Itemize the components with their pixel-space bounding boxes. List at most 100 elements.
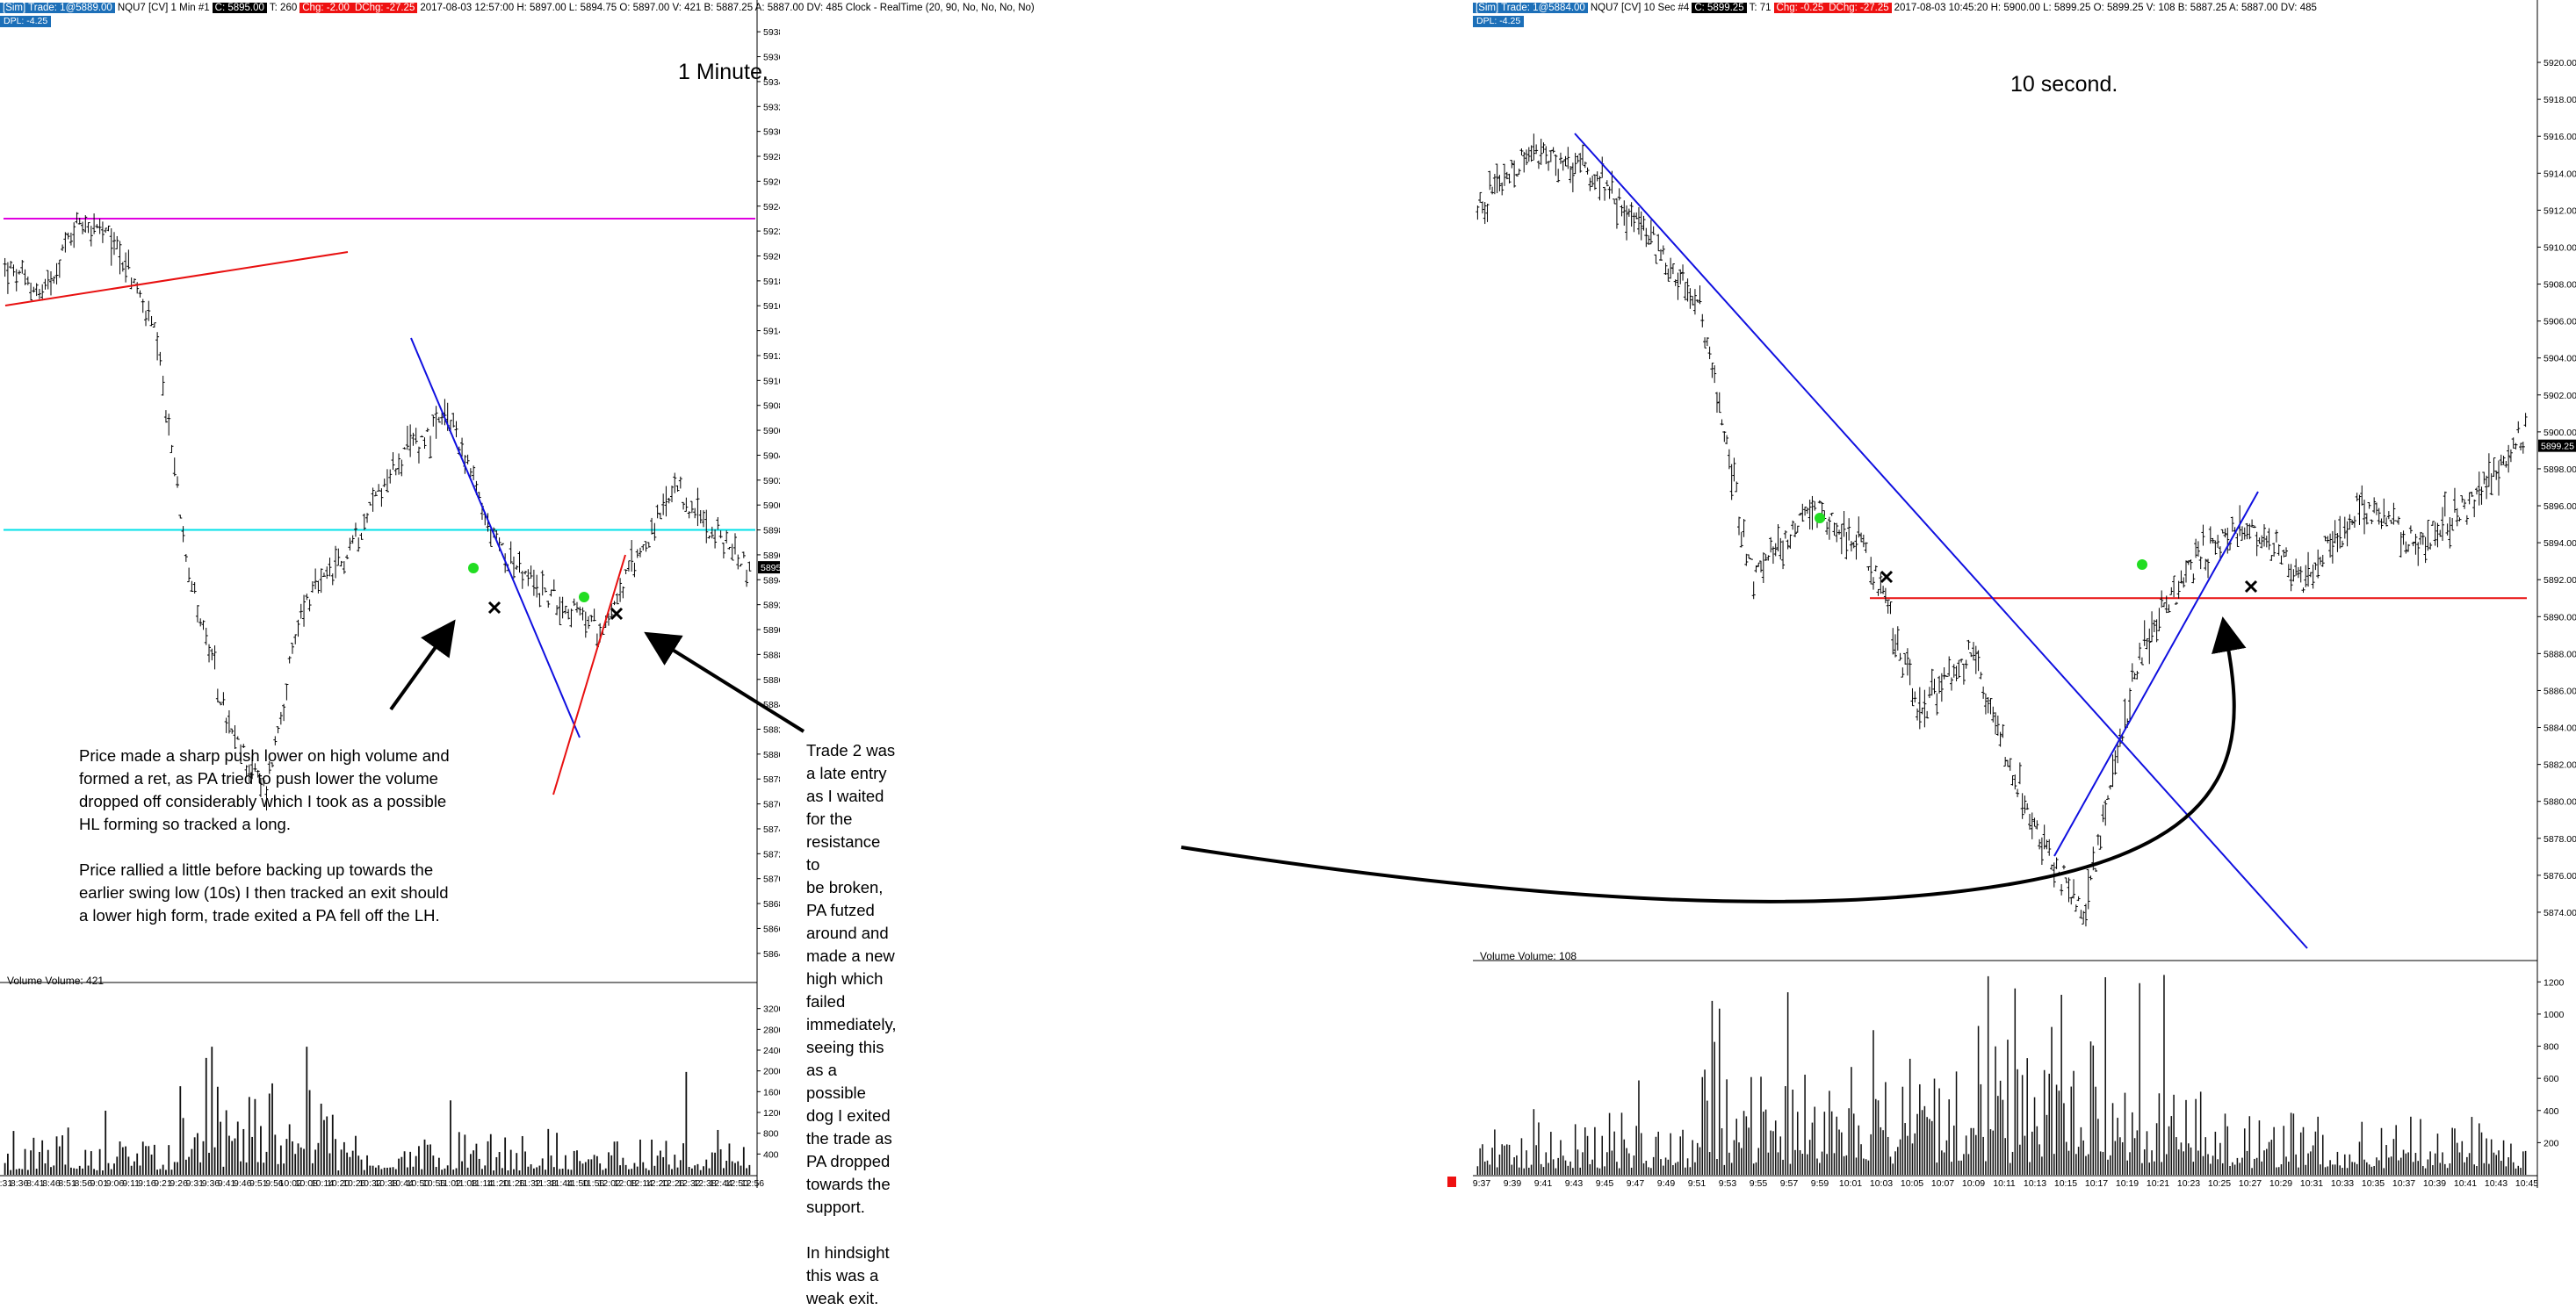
right-volume-tick-label: 1200 — [2544, 977, 2565, 988]
right-volume-tick-label: 400 — [2544, 1106, 2559, 1117]
right-time-tick-label: 9:43 — [1565, 1178, 1584, 1188]
left-time-tick-label: 12:50 — [725, 1178, 748, 1188]
left-time-tick-label: 11:32 — [518, 1178, 541, 1188]
left-time-tick-label: 11:08 — [455, 1178, 478, 1188]
right-time-tick-label: 9:41 — [1534, 1178, 1553, 1188]
left-price-tick-label: 5908.00 — [763, 401, 780, 412]
left-time-tick-label: 8:56 — [75, 1178, 93, 1188]
right-time-tick-label: 10:17 — [2085, 1178, 2108, 1188]
left-time-tick-label: 12:20 — [646, 1178, 668, 1188]
right-time-tick-label: 9:45 — [1596, 1178, 1614, 1188]
left-price-chart[interactable]: 5938.00 5936.00 5934.00 5932.00 5930.00 5928.… — [0, 0, 780, 1188]
left-time-tick-label: 11:50 — [566, 1178, 589, 1188]
left-price-tick-label: 5896.00 — [763, 551, 780, 561]
right-time-tick-label: 10:11 — [1993, 1178, 2016, 1188]
left-chart-pane[interactable]: [Sim] Trade: 1@5889.00 NQU7 [CV] 1 Min #1… — [0, 0, 1035, 1307]
right-header-field-2: C: 5899.25 — [1692, 3, 1747, 13]
right-time-tick-label: 10:29 — [2269, 1178, 2292, 1188]
left-time-tick-label: 10:44 — [391, 1178, 414, 1188]
right-chart-pane[interactable]: [Sim] Trade: 1@5884.00 NQU7 [CV] 10 Sec #… — [1473, 0, 2576, 1188]
right-time-tick-label: 10:21 — [2147, 1178, 2169, 1188]
left-time-tick-label: 11:56 — [582, 1178, 605, 1188]
right-price-tick-label: 5910.00 — [2544, 242, 2576, 253]
right-time-tick-label: 10:37 — [2392, 1178, 2415, 1188]
left-volume-tick-label: 400 — [763, 1149, 779, 1160]
right-price-tick-label: 5886.00 — [2544, 686, 2576, 696]
right-time-tick-label: 9:51 — [1688, 1178, 1707, 1188]
left-time-tick-label: 12:56 — [741, 1178, 764, 1188]
left-time-tick-label: 8:46 — [42, 1178, 61, 1188]
left-time-tick-label: 12:26 — [661, 1178, 684, 1188]
left-price-tick-label: 5938.00 — [763, 27, 780, 38]
left-time-tick-label: 10:56 — [422, 1178, 445, 1188]
right-time-tick-label: 9:39 — [1504, 1178, 1522, 1188]
left-time-tick-label: 12:08 — [614, 1178, 637, 1188]
left-price-tick-label: 5888.00 — [763, 650, 780, 660]
right-time-tick-label: 9:57 — [1780, 1178, 1799, 1188]
left-time-tick-label: 9:21 — [154, 1178, 172, 1188]
left-price-tick-label: 5904.00 — [763, 450, 780, 461]
left-price-tick-label: 5916.00 — [763, 301, 780, 312]
right-exit-marker-2 — [2244, 579, 2258, 594]
left-price-tick-label: 5870.00 — [763, 875, 780, 885]
right-header-field-3: T: 71 — [1749, 3, 1771, 13]
left-time-tick-label: 10:50 — [407, 1178, 429, 1188]
left-time-tick-label: 11:02 — [438, 1178, 461, 1188]
left-last-price-tag — [758, 561, 780, 574]
right-price-tick-label: 5896.00 — [2544, 501, 2576, 512]
left-price-tick-label: 5882.00 — [763, 725, 780, 736]
left-price-tick-label: 5906.00 — [763, 426, 780, 436]
right-price-tick-label: 5912.00 — [2544, 205, 2576, 216]
right-volume-label: Volume Volume: 108 — [1480, 950, 1577, 962]
right-time-tick-label: 10:05 — [1901, 1178, 1923, 1188]
left-header-field-4: Chg: -2.00 — [299, 3, 352, 13]
right-header-field-0: [Sim] Trade: 1@5884.00 — [1473, 3, 1588, 13]
right-time-tick-label: 9:49 — [1657, 1178, 1676, 1188]
left-header-field-2: C: 5895.00 — [212, 3, 267, 13]
left-time-tick-label: 9:46 — [234, 1178, 252, 1188]
right-time-tick-label: 10:23 — [2177, 1178, 2200, 1188]
right-trendline-blue-2 — [2053, 491, 2259, 857]
left-price-tick-label: 5912.00 — [763, 351, 780, 362]
left-time-tick-label: 12:02 — [598, 1178, 621, 1188]
right-last-price-tag — [2538, 439, 2576, 452]
left-time-tick-label: 11:20 — [487, 1178, 509, 1188]
left-price-tick-label: 5892.00 — [763, 601, 780, 611]
left-exit-marker-2 — [610, 607, 624, 621]
left-price-tick-label: 5872.00 — [763, 849, 780, 860]
right-time-tick-label: 10:43 — [2485, 1178, 2507, 1188]
left-volume-tick-label: 800 — [763, 1129, 779, 1140]
left-time-tick-label: 10:20 — [327, 1178, 350, 1188]
right-dpl-badge: DPL: -4.25 — [1473, 16, 1525, 27]
left-time-tick-label: 11:14 — [471, 1178, 494, 1188]
right-last-price-label: 5899.25 — [2541, 442, 2574, 452]
left-time-tick-label: 9:06 — [106, 1178, 125, 1188]
right-price-chart[interactable]: 5920.00 5918.00 5916.00 5914.00 5912.00 5910.… — [1473, 0, 2576, 1188]
left-trendline-blue — [410, 337, 581, 738]
left-chart-title: 1 Minute. — [678, 60, 768, 84]
right-header-bar: [Sim] Trade: 1@5884.00 NQU7 [CV] 10 Sec #… — [1473, 0, 2320, 16]
right-price-tick-label: 5876.00 — [2544, 871, 2576, 882]
left-header-field-6: 2017-08-03 12:57:00 H: 5897.00 L: 5894.7… — [420, 3, 1035, 13]
left-annotation-2: Trade 2 was a late entry as I waited for… — [806, 741, 897, 1307]
left-volume-tick-label: 2800 — [763, 1025, 780, 1035]
left-price-tick-label: 5868.00 — [763, 899, 780, 910]
left-time-tick-label: 9:51 — [249, 1178, 268, 1188]
left-volume-tick-label: 3200 — [763, 1004, 780, 1015]
left-time-tick-label: 9:56 — [265, 1178, 284, 1188]
right-time-tick-label: 9:37 — [1473, 1178, 1490, 1188]
right-price-tick-label: 5892.00 — [2544, 575, 2576, 586]
left-time-tick-label: 9:41 — [218, 1178, 236, 1188]
right-time-tick-label: 10:25 — [2208, 1178, 2231, 1188]
left-volume-tick-label: 1600 — [763, 1087, 780, 1098]
left-time-tick-label: 10:14 — [311, 1178, 334, 1188]
right-time-tick-label: 10:09 — [1962, 1178, 1985, 1188]
left-exit-marker-1 — [487, 601, 501, 615]
right-volume-tick-label: 200 — [2544, 1138, 2559, 1148]
left-volume-label: Volume Volume: 421 — [7, 975, 105, 987]
right-time-tick-label: 10:35 — [2362, 1178, 2385, 1188]
left-entry-dot-2 — [579, 592, 589, 602]
left-time-tick-label: 8:51 — [58, 1178, 76, 1188]
left-time-tick-label: 10:26 — [343, 1178, 365, 1188]
right-price-tick-label: 5902.00 — [2544, 391, 2576, 401]
